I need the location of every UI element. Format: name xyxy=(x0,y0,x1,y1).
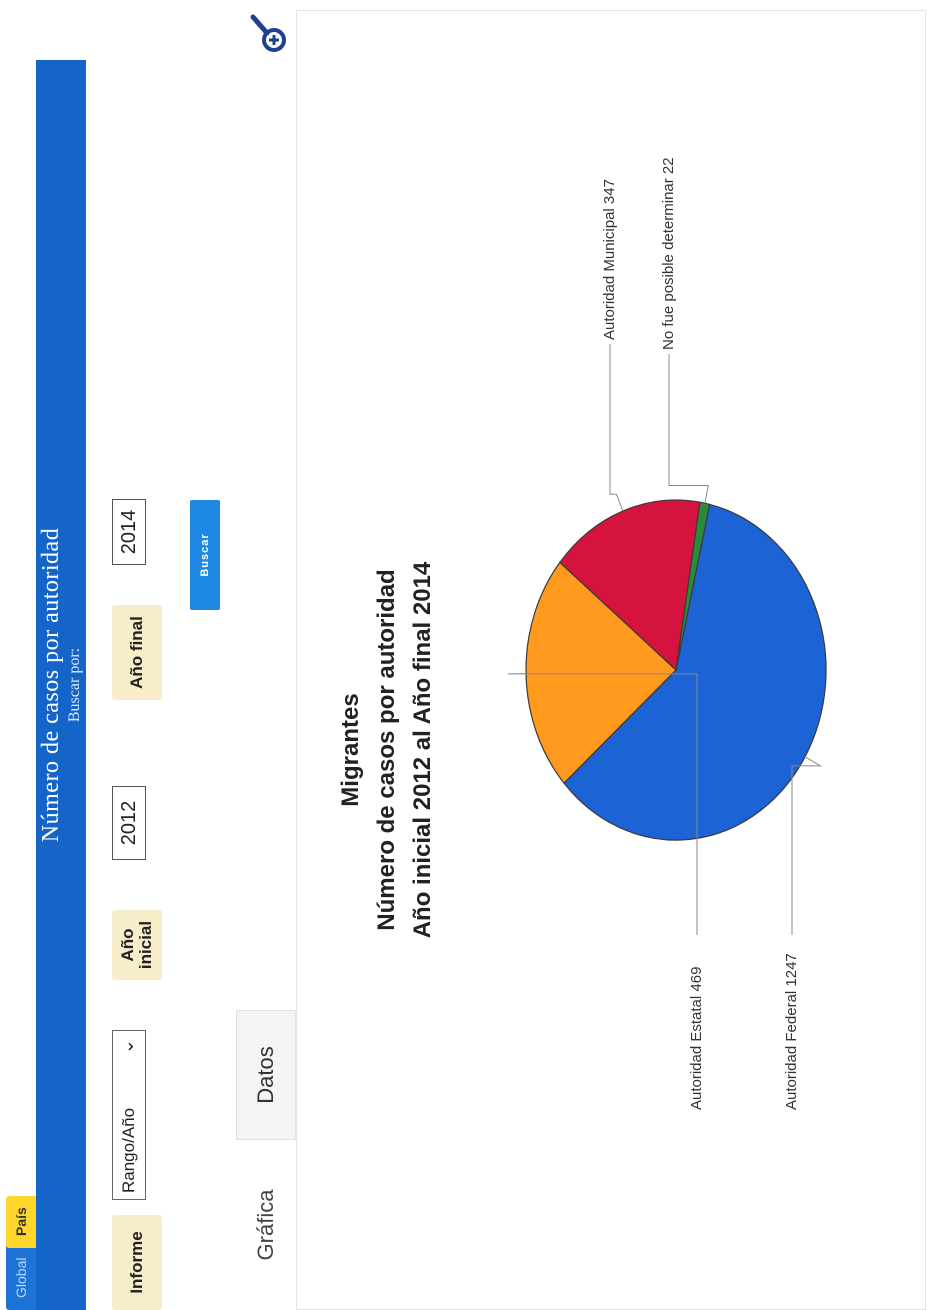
tab-grafica[interactable]: Gráfica xyxy=(236,1150,296,1300)
anio-inicial-label: Año inicial xyxy=(112,910,162,980)
search-by-label: Buscar por: xyxy=(66,647,83,723)
pie-slice[interactable] xyxy=(559,499,701,672)
anio-inicial-label-line1: Año xyxy=(118,928,137,962)
chart-title-line: Año inicial 2012 al Año final 2014 xyxy=(409,561,436,938)
pie-slice[interactable] xyxy=(675,501,711,671)
data-label: Autoridad Estatal 469 xyxy=(688,967,705,1110)
chevron-down-icon: ⌄ xyxy=(117,1039,137,1055)
buscar-button[interactable]: Buscar xyxy=(190,500,220,610)
informe-select-value: Rango/Año xyxy=(119,1107,138,1193)
pie-chart: Migrantes Número de casos por autoridad Añ… xyxy=(337,157,827,1110)
data-label: No fue posible determinar 22 xyxy=(660,157,677,350)
leader-line xyxy=(507,673,698,935)
view-tabs: Gráfica Datos xyxy=(236,70,297,1310)
header-bar: Número de casos por autoridad Buscar por… xyxy=(36,60,86,1310)
leader-line xyxy=(791,756,823,935)
page-title: Número de casos por autoridad xyxy=(38,527,64,843)
anio-final-label: Año final xyxy=(112,605,162,700)
anio-inicial-label-line2: inicial xyxy=(136,920,155,970)
informe-label: Informe xyxy=(112,1215,162,1310)
leader-line xyxy=(668,354,709,504)
tab-global[interactable]: Global xyxy=(6,1242,36,1310)
informe-select[interactable]: Rango/Año ⌄ xyxy=(112,1030,146,1200)
zoom-in-icon[interactable] xyxy=(250,13,290,55)
leader-line xyxy=(609,344,624,512)
chart-title-line: Migrantes xyxy=(337,693,364,806)
tab-datos[interactable]: Datos xyxy=(236,1010,296,1140)
data-label: Autoridad Municipal 347 xyxy=(601,179,618,340)
data-label: Autoridad Federal 1247 xyxy=(783,953,800,1110)
anio-inicial-input[interactable]: 2012 xyxy=(112,786,146,860)
anio-final-input[interactable]: 2014 xyxy=(112,499,146,565)
tab-pais[interactable]: País xyxy=(6,1196,36,1248)
chart-title-line: Número de casos por autoridad xyxy=(373,569,400,930)
